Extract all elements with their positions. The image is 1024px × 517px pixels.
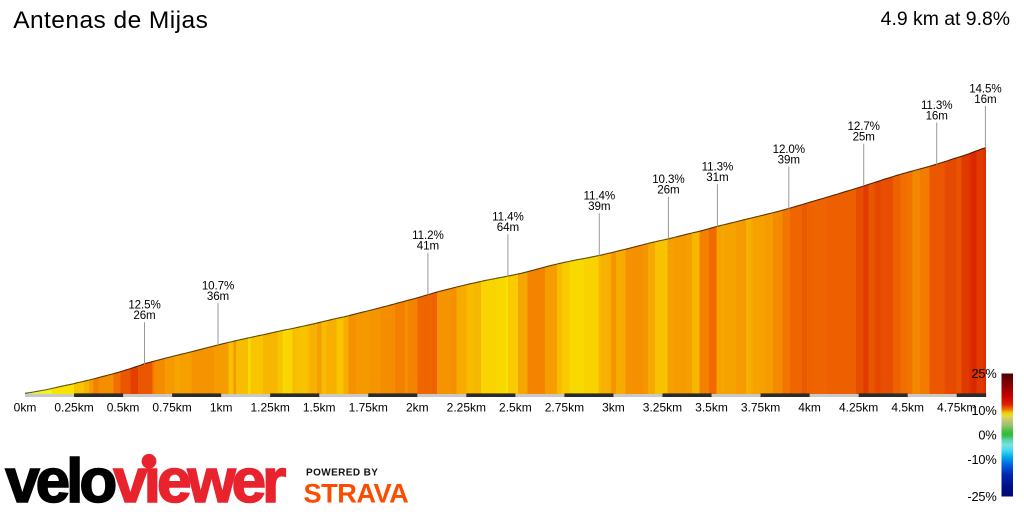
svg-text:11.2%: 11.2% [412,229,444,242]
svg-text:31m: 31m [706,171,728,184]
svg-text:64m: 64m [497,221,519,234]
svg-text:36m: 36m [207,290,229,303]
svg-text:1.25km: 1.25km [251,401,290,415]
svg-text:2km: 2km [406,401,429,415]
svg-text:26m: 26m [133,309,155,322]
svg-text:0.25km: 0.25km [54,401,93,415]
svg-text:2.75km: 2.75km [545,401,584,415]
svg-text:0%: 0% [978,428,996,443]
svg-text:3.5km: 3.5km [695,401,728,415]
svg-text:3.75km: 3.75km [741,401,780,415]
svg-text:11.4%: 11.4% [584,190,616,203]
svg-text:41m: 41m [417,239,439,252]
svg-text:12.7%: 12.7% [848,120,880,133]
svg-text:3km: 3km [602,401,625,415]
svg-text:4.5km: 4.5km [891,401,924,415]
svg-text:11.4%: 11.4% [492,211,524,224]
svg-text:16m: 16m [926,109,948,122]
svg-text:39m: 39m [778,153,800,166]
svg-text:1km: 1km [210,401,233,415]
svg-text:39m: 39m [588,200,610,213]
svg-text:POWERED BY: POWERED BY [306,468,378,479]
svg-text:25m: 25m [853,131,875,144]
svg-text:2.5km: 2.5km [499,401,532,415]
svg-text:1.75km: 1.75km [349,401,388,415]
svg-text:0.75km: 0.75km [152,401,191,415]
svg-text:Antenas de Mijas: Antenas de Mijas [13,7,208,34]
svg-text:4km: 4km [798,401,821,415]
svg-text:16m: 16m [974,93,996,106]
svg-text:4.9 km at 9.8%: 4.9 km at 9.8% [881,8,1010,30]
svg-text:11.3%: 11.3% [702,161,734,174]
svg-text:2.25km: 2.25km [447,401,486,415]
svg-text:11.3%: 11.3% [921,99,953,112]
svg-text:12.0%: 12.0% [773,143,805,156]
svg-text:-25%: -25% [967,489,996,504]
svg-text:-10%: -10% [967,452,996,467]
svg-text:0.5km: 0.5km [107,401,140,415]
svg-text:0km: 0km [14,401,37,415]
svg-text:4.25km: 4.25km [839,401,878,415]
svg-text:10%: 10% [971,403,996,418]
svg-text:STRAVA: STRAVA [304,478,409,509]
svg-text:12.5%: 12.5% [128,299,160,312]
svg-text:10.3%: 10.3% [652,173,684,186]
svg-text:4.75km: 4.75km [937,401,976,415]
svg-text:25%: 25% [971,366,996,381]
svg-text:26m: 26m [657,184,679,197]
svg-text:10.7%: 10.7% [202,279,234,292]
svg-text:3.25km: 3.25km [643,401,682,415]
svg-text:14.5%: 14.5% [969,82,1001,95]
svg-text:1.5km: 1.5km [303,401,336,415]
